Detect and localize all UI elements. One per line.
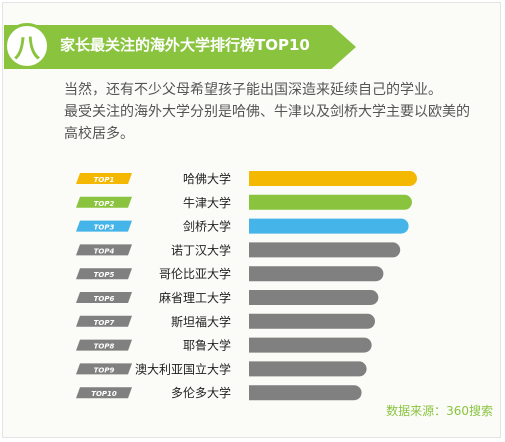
university-label: 哥伦比亚大学 [159,266,231,281]
rank-label: TOP3 [94,224,115,232]
rank-label: TOP6 [94,295,115,303]
university-label: 耶鲁大学 [183,338,231,353]
university-label: 诺丁汉大学 [171,242,231,257]
bar [249,361,367,377]
bar [249,218,409,234]
rank-badge [76,173,132,184]
rank-label: TOP10 [91,390,117,398]
rank-label: TOP5 [94,271,115,279]
rank-badge [76,220,132,232]
university-label: 多伦多大学 [171,385,231,400]
rank-label: TOP9 [94,366,115,374]
bar [249,266,384,282]
rank-label: TOP7 [94,319,115,327]
rank-badge [76,292,132,303]
intro-line-1: 当然，还有不少父母希望孩子能出国深造来延续自己的学业。 [64,82,442,98]
rank-label: TOP8 [94,343,115,351]
bar [249,313,376,329]
university-label: 牛津大学 [183,195,231,210]
section-header [4,25,356,69]
rank-badge [76,363,132,375]
university-label: 斯坦福大学 [171,314,231,329]
intro-line-3: 高校居多。 [64,126,134,142]
university-label: 麻省理工大学 [159,290,231,305]
bar [249,242,401,258]
intro-line-2: 最受关注的海外大学分别是哈佛、牛津以及剑桥大学主要以欧美的 [64,104,470,120]
section-number-badge: 八 [4,23,50,69]
bar [249,194,412,210]
bar [249,290,379,305]
bar [249,385,362,401]
bar [249,337,372,353]
rank-label: TOP2 [94,200,115,208]
data-source: 数据来源：360搜索 [386,404,493,418]
rank-badge [76,387,132,399]
rank-badge [76,315,132,327]
rank-badge [76,244,132,256]
university-label: 剑桥大学 [183,219,231,234]
intro-text: 当然，还有不少父母希望孩子能出国深造来延续自己的学业。 最受关注的海外大学分别是… [64,79,484,145]
rank-label: TOP4 [94,247,115,255]
rank-badge [76,196,132,208]
rank-badge [76,268,132,280]
university-label: 哈佛大学 [183,171,231,186]
university-label: 澳大利亚国立大学 [135,361,231,376]
rank-badge [76,339,132,351]
rank-label: TOP1 [94,176,115,184]
section-title: 家长最关注的海外大学排行榜TOP10 [60,36,310,54]
bar [249,171,418,186]
